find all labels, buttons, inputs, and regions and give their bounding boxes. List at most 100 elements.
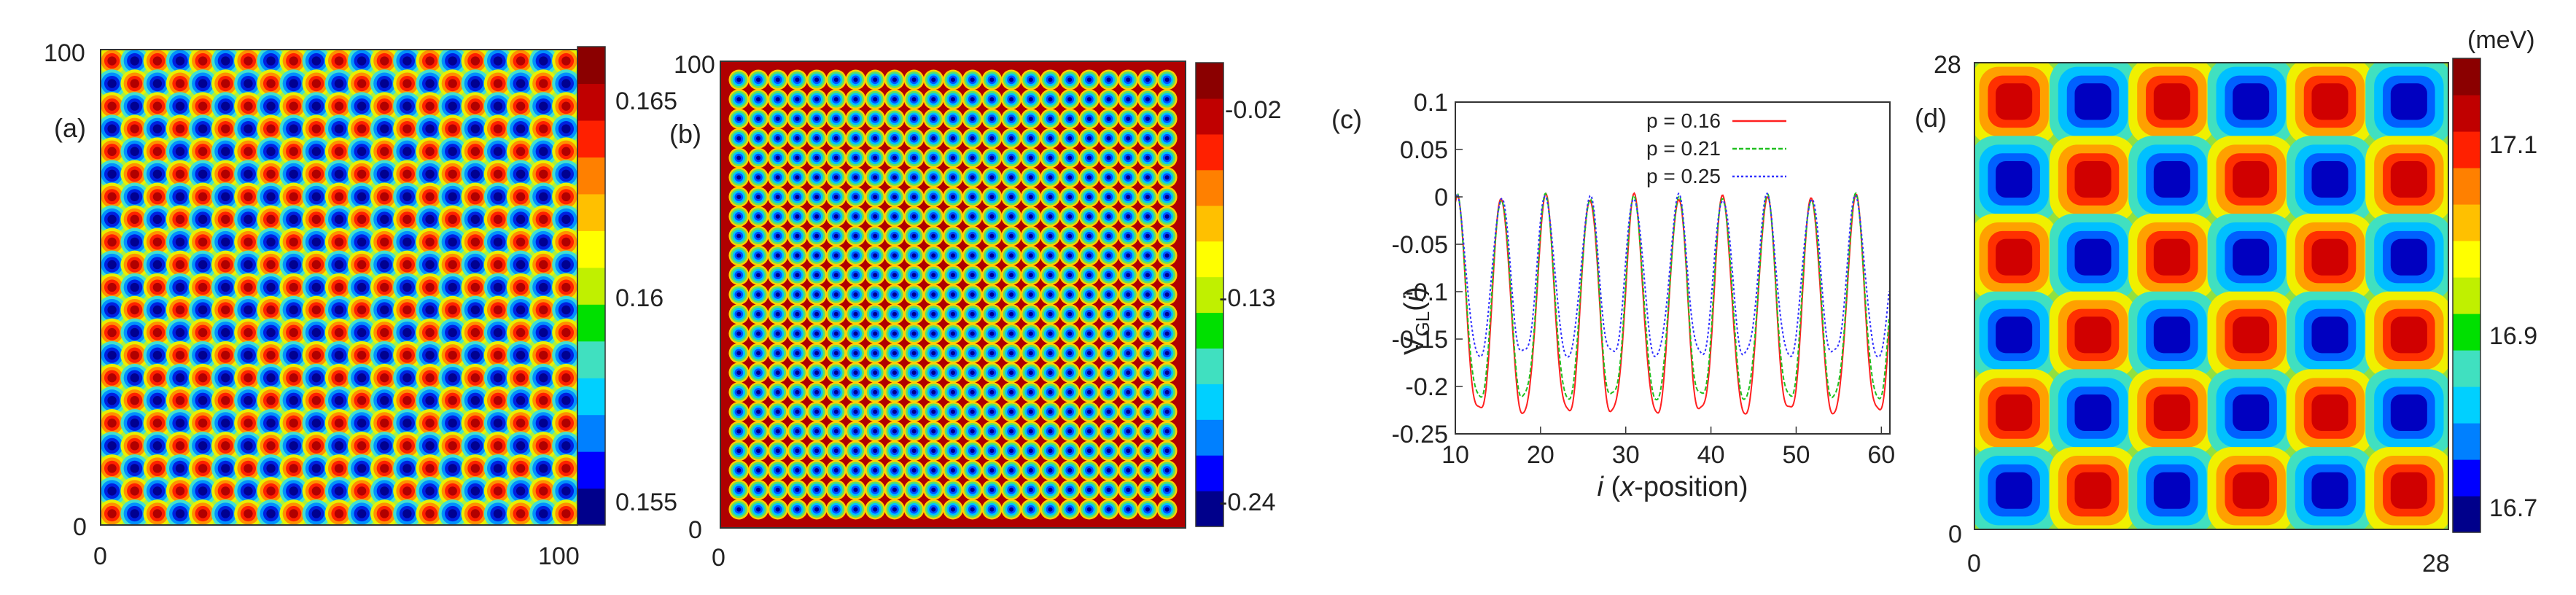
cbar-tick-b-0: -0.02 <box>1225 96 1282 124</box>
heatmap-cell <box>1078 245 1100 266</box>
heatmap-cell <box>923 401 944 422</box>
colorbar-swatch <box>1196 98 1223 135</box>
heatmap-cell <box>234 499 262 525</box>
heatmap-cell <box>1974 369 2058 456</box>
heatmap-cell <box>1001 128 1022 149</box>
heatmap-cell <box>962 225 983 246</box>
heatmap-cell <box>393 432 421 460</box>
heatmap-cell <box>324 499 354 525</box>
heatmap-cell <box>1001 225 1022 246</box>
heatmap-cell <box>884 187 905 207</box>
heatmap-cell <box>120 50 149 75</box>
heatmap-cell <box>728 109 750 129</box>
heatmap-cell <box>1156 382 1178 402</box>
heatmap-cell <box>529 318 558 347</box>
x-tick-d-max: 28 <box>2422 550 2450 578</box>
heatmap-cell <box>1137 284 1158 305</box>
heatmap-cell <box>2365 63 2448 145</box>
heatmap-cell <box>529 273 558 302</box>
y-tick-b-min: 0 <box>688 516 702 544</box>
heatmap-cell <box>2286 136 2374 223</box>
heatmap-cell <box>1078 362 1100 384</box>
heatmap-cell <box>1020 245 1041 266</box>
heatmap-cell <box>529 160 558 189</box>
heatmap-cell <box>506 363 535 392</box>
heatmap-cell <box>483 295 513 324</box>
heatmap-cell <box>370 273 399 302</box>
heatmap-cell <box>943 479 963 500</box>
heatmap-cell <box>302 69 331 98</box>
heatmap-cell <box>865 401 886 422</box>
heatmap-cell <box>234 273 262 302</box>
heatmap-cell <box>865 421 886 442</box>
colorbar-swatch <box>2453 314 2480 351</box>
heatmap-cell <box>188 205 217 234</box>
heatmap-cell <box>120 295 149 324</box>
heatmap-cell <box>234 408 262 438</box>
heatmap-cell <box>370 454 399 483</box>
heatmap-cell <box>884 109 905 129</box>
heatmap-cell <box>302 295 331 324</box>
heatmap-cell <box>903 343 925 364</box>
heatmap-cell <box>211 205 240 234</box>
heatmap-cell <box>923 343 944 364</box>
heatmap-cell <box>748 499 768 520</box>
heatmap-cell <box>438 477 467 505</box>
heatmap-cell <box>1974 63 2058 145</box>
heatmap-cell <box>962 499 983 520</box>
heatmap-cell <box>393 318 421 347</box>
heatmap-cell <box>143 273 172 302</box>
heatmap-cell <box>393 408 421 438</box>
heatmap-cell <box>211 499 240 525</box>
heatmap-cell <box>257 432 285 460</box>
heatmap-cell <box>767 460 788 481</box>
heatmap-cell <box>1001 147 1022 168</box>
colorbar-swatch <box>577 451 605 489</box>
colorbar-swatch <box>577 230 605 268</box>
heatmap-cell <box>728 89 750 110</box>
heatmap-cell <box>943 401 963 422</box>
heatmap-cell <box>903 187 925 207</box>
cbar-tick-b-1: -0.13 <box>1219 284 1276 312</box>
heatmap-cell <box>1098 69 1119 90</box>
heatmap-cell <box>166 341 195 370</box>
heatmap-cell <box>962 479 983 500</box>
heatmap-cell <box>370 92 399 120</box>
series-line-3 <box>1455 192 1890 358</box>
heatmap-cell <box>257 477 285 505</box>
heatmap-cell <box>845 284 866 305</box>
heatmap-cell <box>865 499 886 520</box>
heatmap-cell <box>1137 206 1158 227</box>
heatmap-cell <box>884 362 905 384</box>
heatmap-cell <box>506 50 535 75</box>
heatmap-cell <box>188 432 217 460</box>
heatmap-cell <box>101 182 126 211</box>
heatmap-cell <box>1059 167 1081 188</box>
colorbar-swatch <box>1196 276 1223 314</box>
heatmap-cell <box>279 228 308 257</box>
heatmap-cell <box>748 382 768 402</box>
heatmap-cell <box>903 265 925 286</box>
heatmap-cell <box>1059 89 1081 110</box>
heatmap-cell <box>552 182 577 211</box>
heatmap-cell <box>1137 167 1158 188</box>
heatmap-cell <box>1040 382 1061 402</box>
heatmap-cell <box>806 245 828 266</box>
heatmap-cell <box>188 92 217 120</box>
heatmap-cell <box>461 408 490 438</box>
heatmap-cell <box>506 386 535 415</box>
heatmap-cell <box>865 382 886 402</box>
heatmap-cell <box>884 382 905 402</box>
heatmap-cell <box>416 228 444 257</box>
heatmap-cell <box>416 363 444 392</box>
heatmap-cell <box>101 408 126 438</box>
heatmap-cell <box>923 89 944 110</box>
heatmap-cell <box>2128 136 2216 223</box>
heatmap-cell <box>865 303 886 324</box>
y-tick-a-min: 0 <box>73 513 87 541</box>
colorbar-swatch <box>577 267 605 305</box>
heatmap-cell <box>845 343 866 364</box>
heatmap-cell <box>728 343 750 364</box>
heatmap-cell <box>302 92 331 120</box>
heatmap-cell <box>2207 63 2295 145</box>
